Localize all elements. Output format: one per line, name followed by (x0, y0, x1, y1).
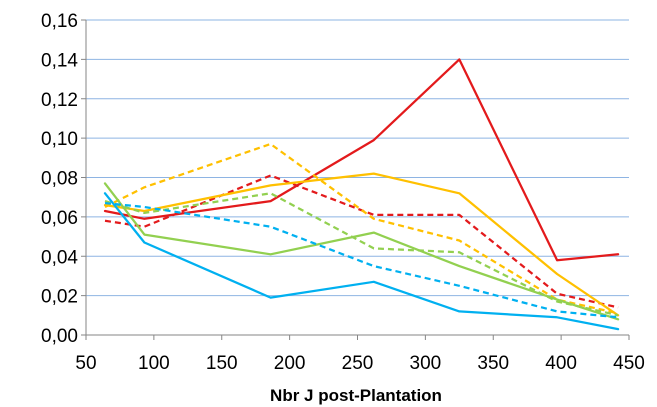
series-group (103, 58, 620, 331)
y-tick-label: 0,06 (41, 208, 78, 229)
x-axis-title: Nbr J post-Plantation (270, 386, 442, 405)
series-line-dashed (104, 192, 619, 317)
x-tick-labels: 50 100 150 200 250 300 350 400 450 (75, 353, 644, 374)
gridlines (86, 19, 629, 297)
y-tick-label: 0,10 (41, 129, 78, 150)
y-tick-label: 0,14 (41, 50, 78, 71)
x-tick-label: 150 (206, 353, 238, 374)
series-line-solid (103, 182, 620, 321)
x-tick-label: 100 (138, 353, 170, 374)
series-line-dashed (104, 142, 619, 315)
y-tick-label: 0,12 (41, 90, 78, 111)
y-tick-labels: 0,00 0,02 0,04 0,06 0,08 0,10 0,12 0,14 0,16 (41, 11, 78, 347)
axes (81, 19, 630, 340)
x-tick-label: 300 (410, 353, 442, 374)
y-tick-label: 0,16 (41, 11, 78, 32)
x-tick-label: 250 (342, 353, 374, 374)
series-line-solid (103, 58, 620, 262)
x-tick-label: 50 (75, 353, 96, 374)
y-tick-label: 0,04 (41, 247, 78, 268)
series-line-solid (103, 192, 620, 331)
y-tick-label: 0,00 (41, 326, 78, 347)
x-tick-label: 350 (477, 353, 509, 374)
x-tick-label: 450 (613, 353, 645, 374)
y-tick-label: 0,02 (41, 287, 78, 308)
y-tick-label: 0,08 (41, 169, 78, 190)
x-tick-label: 200 (274, 353, 306, 374)
series-line-solid (103, 172, 620, 317)
x-tick-label: 400 (545, 353, 577, 374)
